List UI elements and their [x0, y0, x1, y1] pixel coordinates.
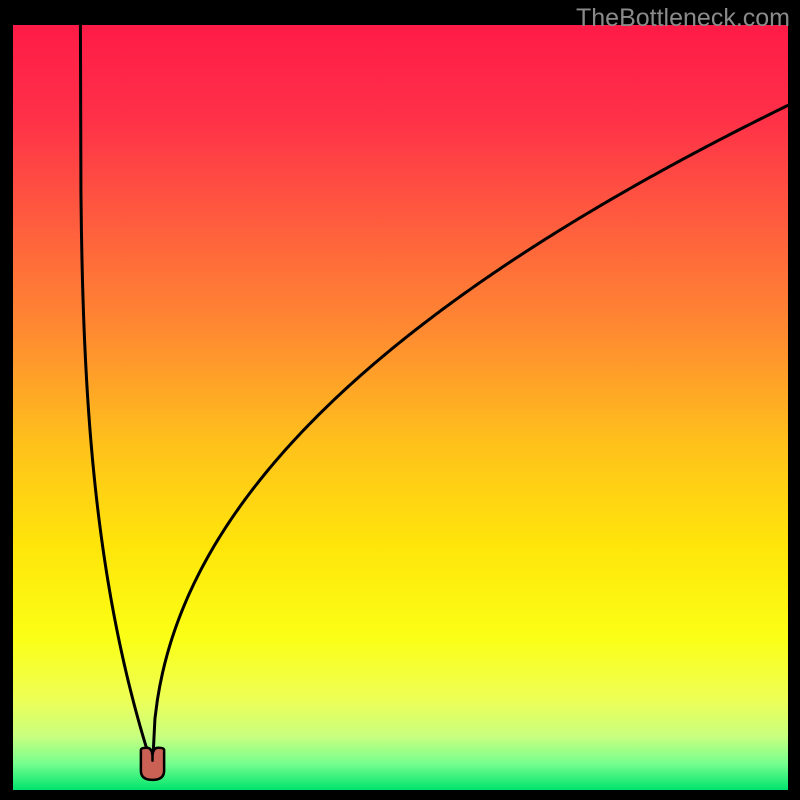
- chart-page: { "watermark": "TheBottleneck.com", "cha…: [0, 0, 800, 800]
- optimum-marker: [141, 748, 164, 780]
- chart-area: [13, 25, 788, 790]
- chart-svg: [13, 25, 788, 790]
- gradient-background: [13, 25, 788, 790]
